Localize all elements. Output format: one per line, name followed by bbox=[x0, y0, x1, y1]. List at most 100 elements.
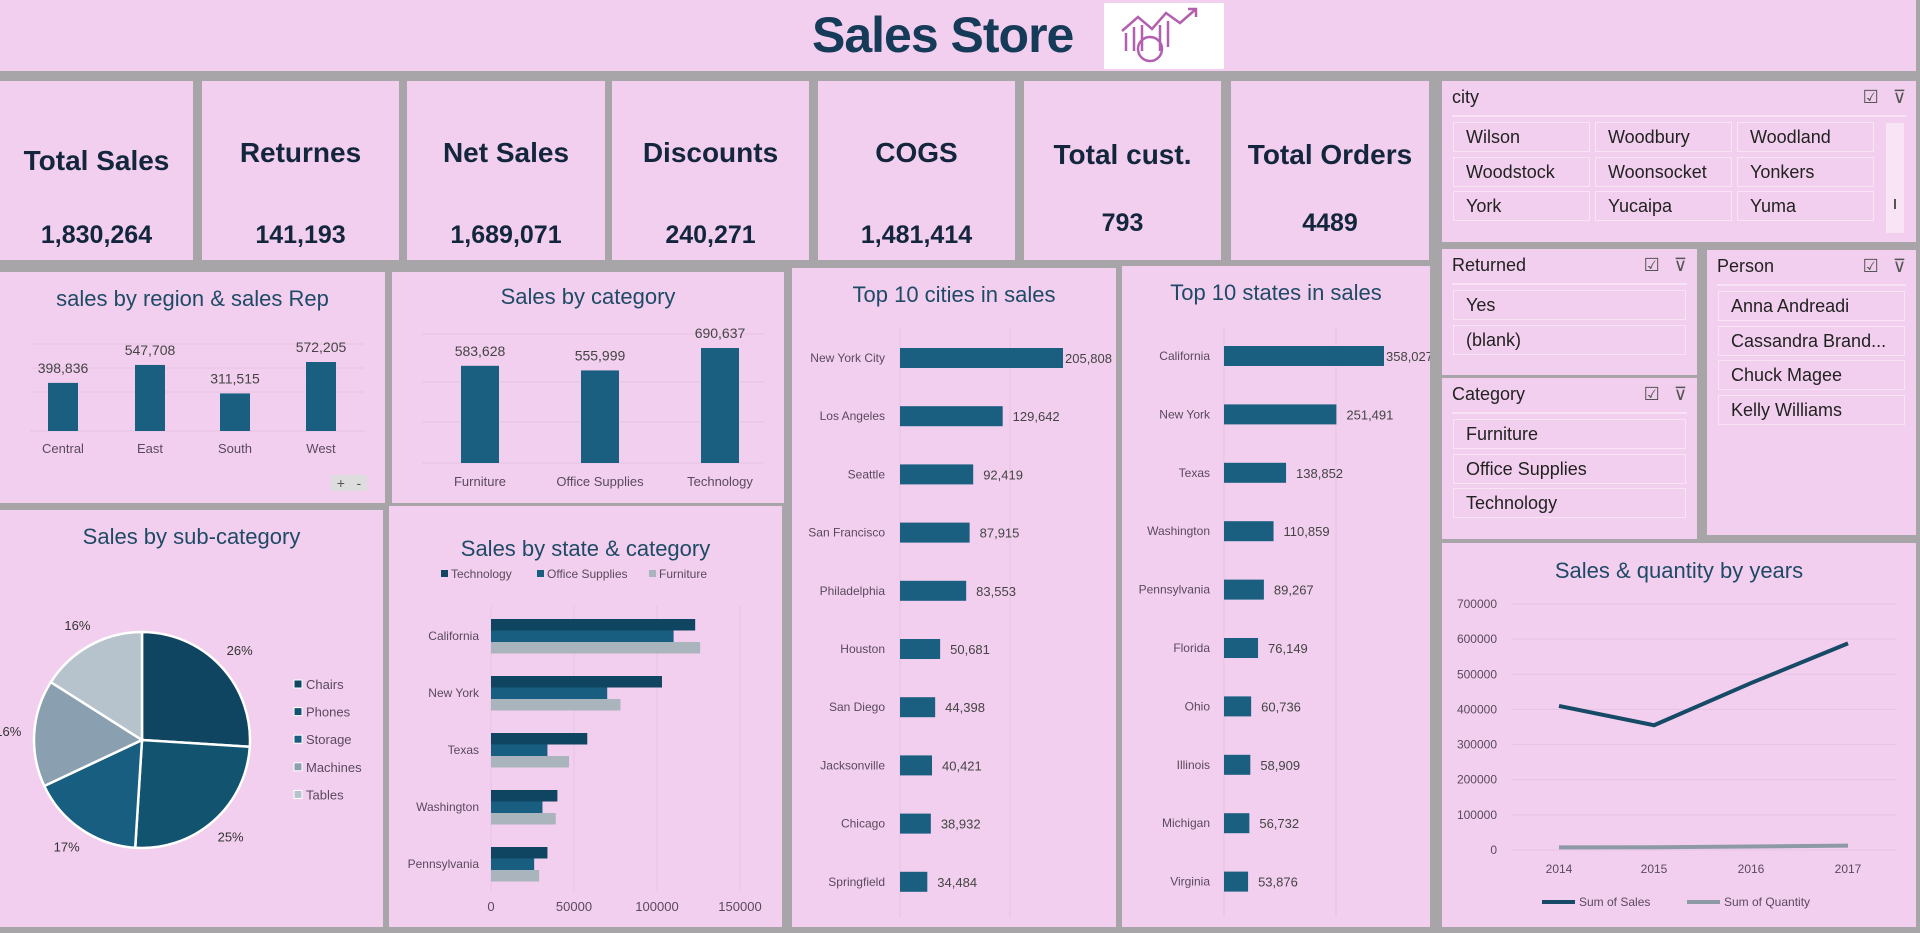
bar-furniture[interactable] bbox=[491, 699, 621, 711]
kpi-value: 1,481,414 bbox=[860, 221, 973, 249]
bar[interactable] bbox=[900, 348, 1063, 368]
bar-central[interactable] bbox=[48, 382, 78, 431]
bar[interactable] bbox=[900, 871, 928, 892]
category-label: Florida bbox=[1173, 641, 1210, 655]
slicer-item-wilson[interactable]: Wilson bbox=[1453, 122, 1590, 152]
bar-technology[interactable] bbox=[701, 348, 739, 463]
bar-west[interactable] bbox=[306, 362, 336, 431]
bar-office-supplies[interactable] bbox=[491, 630, 674, 643]
bar[interactable] bbox=[1224, 754, 1251, 775]
category-label: Pennsylvania bbox=[408, 857, 480, 871]
bar-technology[interactable] bbox=[491, 619, 696, 631]
bar-office-supplies[interactable] bbox=[491, 858, 535, 871]
slicer-item-anna-andreadi[interactable]: Anna Andreadi bbox=[1718, 291, 1905, 321]
years-line-chart-panel: Sales & quantity by years 0 100000 200000 3… bbox=[1442, 543, 1916, 927]
bar[interactable] bbox=[900, 464, 974, 485]
bar[interactable] bbox=[900, 755, 933, 776]
multi-select-icon[interactable]: ☑ bbox=[1862, 256, 1879, 276]
clear-filter-icon[interactable]: ⊽ bbox=[1892, 87, 1906, 107]
bar-technology[interactable] bbox=[491, 733, 588, 745]
bar[interactable] bbox=[1224, 871, 1249, 892]
bar-office-supplies[interactable] bbox=[491, 687, 608, 700]
chart-title: Sales by category bbox=[500, 284, 676, 309]
legend-swatch bbox=[293, 679, 303, 689]
slicer-item-yes[interactable]: Yes bbox=[1453, 290, 1686, 320]
city-slicer-title: city bbox=[1452, 87, 1479, 107]
data-label: 34,484 bbox=[937, 875, 977, 890]
bar[interactable] bbox=[1224, 346, 1384, 366]
bar-office-supplies[interactable] bbox=[581, 370, 619, 463]
bar[interactable] bbox=[900, 522, 970, 543]
slicer-item-yonkers[interactable]: Yonkers bbox=[1737, 156, 1874, 187]
data-label: 358,027 bbox=[1386, 349, 1430, 364]
clear-filter-icon[interactable]: ⊽ bbox=[1892, 256, 1906, 276]
bar-technology[interactable] bbox=[491, 676, 662, 688]
slicer-item-woodland[interactable]: Woodland bbox=[1737, 122, 1874, 152]
bar-south[interactable] bbox=[220, 393, 250, 431]
bar[interactable] bbox=[900, 697, 936, 718]
multi-select-icon[interactable]: ☑ bbox=[1643, 384, 1660, 404]
slicer-item-woodstock[interactable]: Woodstock bbox=[1453, 156, 1590, 187]
line-sum-of-quantity[interactable] bbox=[1558, 843, 1849, 850]
slicer-item-chuck-magee[interactable]: Chuck Magee bbox=[1718, 360, 1905, 390]
bar[interactable] bbox=[1224, 404, 1337, 425]
bar-technology[interactable] bbox=[491, 790, 558, 802]
pie-slice-tables[interactable] bbox=[49, 630, 144, 743]
bar[interactable] bbox=[1224, 638, 1259, 658]
data-label: 16% bbox=[64, 618, 90, 633]
bar-office-supplies[interactable] bbox=[491, 801, 543, 814]
slicer-item-cassandra-brand-[interactable]: Cassandra Brand... bbox=[1718, 325, 1905, 356]
zoom-out-button[interactable]: - bbox=[356, 475, 362, 491]
clear-filter-icon[interactable]: ⊽ bbox=[1673, 255, 1687, 275]
pie-slice-chairs[interactable] bbox=[140, 630, 252, 749]
bar-technology[interactable] bbox=[491, 847, 548, 859]
bar[interactable] bbox=[1224, 696, 1252, 717]
multi-select-icon[interactable]: ☑ bbox=[1862, 87, 1879, 107]
bar[interactable] bbox=[900, 813, 931, 834]
page-title: Sales Store bbox=[812, 7, 1074, 63]
kpi-label: Returnes bbox=[239, 137, 362, 168]
category-label: San Francisco bbox=[808, 526, 885, 540]
slicer-item-yuma[interactable]: Yuma bbox=[1737, 191, 1874, 221]
slicer-item--blank-[interactable]: (blank) bbox=[1453, 324, 1686, 355]
data-label: 251,491 bbox=[1346, 407, 1393, 422]
pie-slice-machines[interactable] bbox=[32, 680, 145, 788]
bar[interactable] bbox=[900, 639, 941, 659]
slicer-item-furniture[interactable]: Furniture bbox=[1453, 419, 1686, 449]
slicer-item-office-supplies[interactable]: Office Supplies bbox=[1453, 453, 1686, 484]
bar-furniture[interactable] bbox=[491, 642, 701, 654]
pie-slice-storage[interactable] bbox=[42, 737, 144, 850]
bar[interactable] bbox=[1224, 579, 1264, 600]
slicer-item-yucaipa[interactable]: Yucaipa bbox=[1595, 191, 1732, 221]
line-sum-of-sales[interactable] bbox=[1558, 641, 1849, 728]
multi-select-icon[interactable]: ☑ bbox=[1643, 255, 1660, 275]
category-label: Chicago bbox=[841, 817, 885, 831]
bar-furniture[interactable] bbox=[461, 365, 499, 463]
slicer-item-kelly-williams[interactable]: Kelly Williams bbox=[1718, 394, 1905, 425]
bar-furniture[interactable] bbox=[491, 756, 570, 768]
y-tick-label: 100000 bbox=[1457, 808, 1497, 822]
slicer-item-woodbury[interactable]: Woodbury bbox=[1595, 122, 1732, 152]
pie-slice-phones[interactable] bbox=[133, 738, 252, 850]
data-label: 17% bbox=[54, 840, 80, 855]
bar[interactable] bbox=[1224, 813, 1250, 834]
bar[interactable] bbox=[1224, 462, 1287, 483]
bar-east[interactable] bbox=[135, 364, 165, 431]
bar-furniture[interactable] bbox=[491, 870, 540, 882]
bar[interactable] bbox=[1224, 521, 1274, 542]
returned-slicer-title: Returned bbox=[1452, 255, 1527, 275]
x-tick-label: 2017 bbox=[1835, 862, 1862, 876]
slicer-item-technology[interactable]: Technology bbox=[1453, 488, 1686, 518]
slicer-item-york[interactable]: York bbox=[1453, 191, 1590, 221]
bar-furniture[interactable] bbox=[491, 813, 556, 825]
chart-title: Sales by state & category bbox=[460, 536, 711, 561]
bar[interactable] bbox=[900, 580, 967, 601]
clear-filter-icon[interactable]: ⊽ bbox=[1673, 384, 1687, 404]
bar[interactable] bbox=[900, 406, 1003, 427]
bar-office-supplies[interactable] bbox=[491, 744, 548, 757]
data-label: 311,515 bbox=[210, 370, 260, 386]
slicer-scrollbar[interactable] bbox=[1886, 123, 1904, 233]
slicer-item-woonsocket[interactable]: Woonsocket bbox=[1595, 156, 1732, 187]
zoom-in-button[interactable]: + bbox=[336, 475, 345, 491]
data-label: 555,999 bbox=[575, 347, 626, 363]
